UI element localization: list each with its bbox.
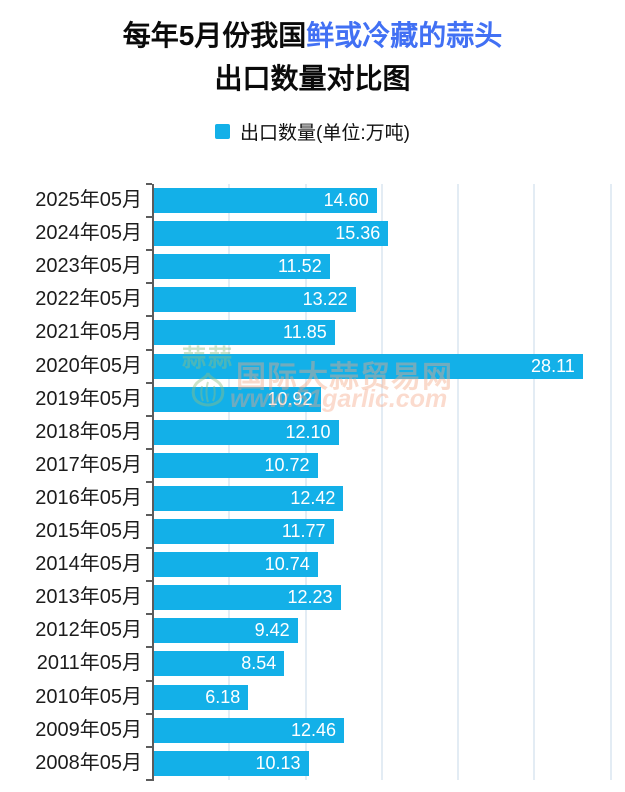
axis-tick xyxy=(146,745,152,748)
axis-tick xyxy=(146,679,152,682)
chart-legend[interactable]: 出口数量(单位:万吨) xyxy=(0,119,625,144)
title-blue-part: 鲜或冷藏的蒜头 xyxy=(306,20,503,51)
gridline xyxy=(457,184,460,780)
category-label: 2016年05月 xyxy=(35,486,142,509)
axis-tick xyxy=(146,315,152,318)
axis-tick xyxy=(146,414,152,417)
page-title-line1: 每年5月份我国鲜或冷藏的蒜头 xyxy=(0,18,625,54)
axis-tick xyxy=(146,381,152,384)
bar[interactable]: 10.74 xyxy=(154,552,318,578)
bar[interactable]: 6.18 xyxy=(154,684,249,710)
bar-value-label: 11.52 xyxy=(278,256,322,277)
category-label: 2013年05月 xyxy=(35,586,142,609)
page-title-line2: 出口数量对比图 xyxy=(214,63,411,94)
axis-tick xyxy=(146,348,152,351)
axis-tick xyxy=(146,547,152,550)
axis-tick xyxy=(146,613,152,616)
category-label: 2011年05月 xyxy=(36,652,142,675)
axis-tick xyxy=(146,778,152,781)
bar[interactable]: 11.85 xyxy=(154,320,335,346)
category-label: 2022年05月 xyxy=(35,288,142,311)
axis-tick xyxy=(146,580,152,583)
category-label: 2023年05月 xyxy=(35,255,142,278)
bar[interactable]: 8.54 xyxy=(154,651,285,677)
bar[interactable]: 13.22 xyxy=(154,287,356,313)
bar-value-label: 10.13 xyxy=(255,752,301,773)
bar[interactable]: 10.92 xyxy=(154,386,321,412)
bar-value-label: 12.46 xyxy=(291,719,337,740)
category-label: 2009年05月 xyxy=(35,718,142,741)
axis-tick xyxy=(146,480,152,483)
category-label: 2008年05月 xyxy=(35,751,142,774)
bar-value-label: 11.77 xyxy=(281,521,326,541)
bar-value-label: 15.36 xyxy=(335,223,381,244)
axis-tick xyxy=(146,514,152,516)
category-label: 2025年05月 xyxy=(35,189,142,211)
bar[interactable]: 15.36 xyxy=(154,221,389,247)
bar[interactable]: 12.42 xyxy=(154,485,344,511)
bar-value-label: 14.60 xyxy=(323,190,369,210)
axis-tick xyxy=(146,216,152,219)
bar-value-label: 11.85 xyxy=(283,322,327,343)
plot-area: 2025年05月 14.60 2024年05月 15.36 2023年05月 11.52 2… xyxy=(0,183,625,784)
bar[interactable]: 10.72 xyxy=(154,452,318,478)
legend-label: 出口数量(单位:万吨) xyxy=(240,122,410,144)
category-label: 2020年05月 xyxy=(35,354,142,377)
gridline xyxy=(380,184,383,780)
bar[interactable]: 12.46 xyxy=(154,717,345,743)
title-black-part: 每年5月份我国 xyxy=(122,20,307,51)
axis-tick xyxy=(146,447,152,450)
category-label: 2024年05月 xyxy=(35,222,142,245)
bar[interactable]: 12.10 xyxy=(154,419,339,445)
axis-tick xyxy=(146,712,152,715)
gridline xyxy=(533,184,536,780)
axis-tick xyxy=(146,282,152,285)
category-label: 2015年05月 xyxy=(35,520,142,542)
y-axis-line xyxy=(152,184,154,781)
category-label: 2010年05月 xyxy=(35,685,142,708)
gridline xyxy=(609,184,612,780)
bar-value-label: 10.72 xyxy=(264,454,310,475)
gridline xyxy=(304,184,307,780)
category-label: 2021年05月 xyxy=(35,321,142,344)
bar-value-label: 28.11 xyxy=(531,355,575,376)
bar[interactable]: 9.42 xyxy=(154,618,298,644)
bar[interactable]: 28.11 xyxy=(154,353,583,379)
bar-value-label: 12.23 xyxy=(287,587,333,608)
bar[interactable]: 12.23 xyxy=(154,585,341,611)
bar[interactable]: 11.77 xyxy=(154,519,334,544)
bar-value-label: 10.92 xyxy=(267,388,313,409)
bar[interactable]: 10.13 xyxy=(154,750,309,776)
category-label: 2017年05月 xyxy=(35,453,142,476)
category-label: 2012年05月 xyxy=(35,619,142,642)
bar-value-label: 13.22 xyxy=(302,289,348,310)
category-label: 2019年05月 xyxy=(35,387,142,410)
category-label: 2018年05月 xyxy=(35,420,142,443)
legend-swatch-icon xyxy=(215,123,231,139)
gridline xyxy=(228,184,231,780)
bar-value-label: 6.18 xyxy=(205,686,241,707)
bar-value-label: 8.54 xyxy=(241,653,277,674)
bar-value-label: 9.42 xyxy=(254,620,290,641)
bar-value-label: 12.42 xyxy=(290,487,336,508)
bar-value-label: 12.10 xyxy=(285,421,331,442)
axis-tick xyxy=(146,249,152,252)
category-label: 2014年05月 xyxy=(35,553,142,576)
bar[interactable]: 11.52 xyxy=(154,254,330,280)
axis-tick xyxy=(146,183,152,185)
bar[interactable]: 14.60 xyxy=(154,188,377,213)
axis-tick xyxy=(146,646,152,649)
bar-value-label: 10.74 xyxy=(264,554,310,575)
